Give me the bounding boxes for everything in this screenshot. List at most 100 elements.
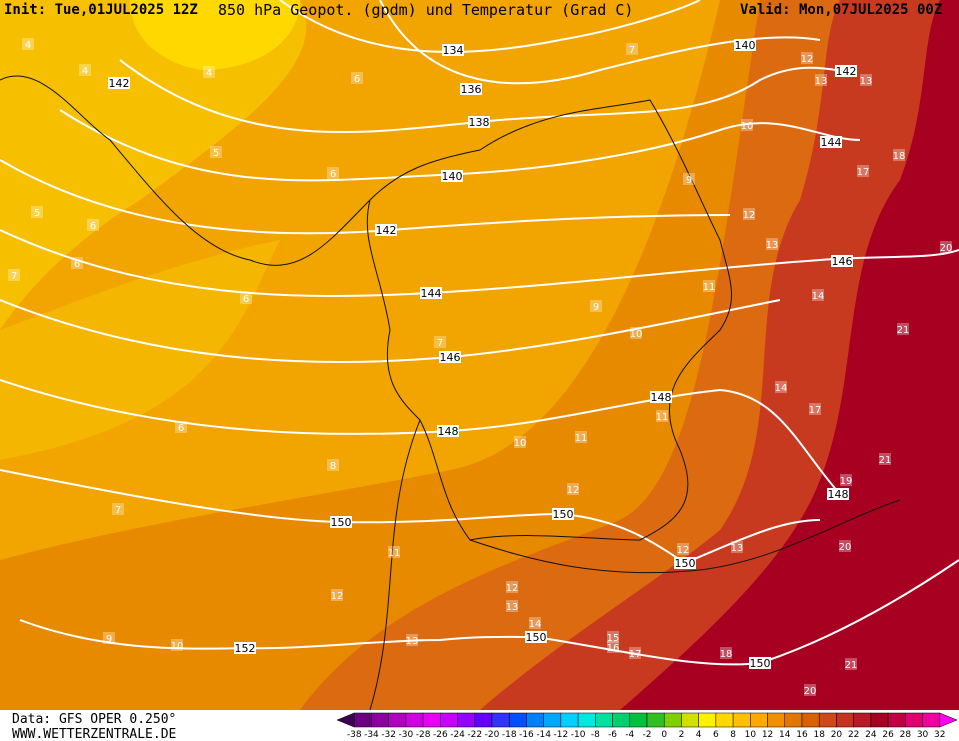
colorbar-swatch xyxy=(905,712,923,728)
temperature-label: 19 xyxy=(840,476,853,487)
colorbar-label: 24 xyxy=(865,730,877,740)
temperature-label: 13 xyxy=(815,76,828,87)
temperature-label-box xyxy=(940,241,952,253)
geopotential-label: 140 xyxy=(442,170,463,183)
temperature-label: 20 xyxy=(940,243,953,254)
colorbar-swatch xyxy=(560,712,579,728)
temperature-label: 15 xyxy=(607,633,620,644)
geopotential-label: 148 xyxy=(651,391,672,404)
colorbar-swatch xyxy=(457,712,476,728)
temperature-label: 10 xyxy=(171,641,184,652)
colorbar-swatch xyxy=(526,712,544,728)
data-source: Data: GFS OPER 0.250° xyxy=(12,712,176,727)
borders xyxy=(0,75,901,711)
colorbar-swatch xyxy=(474,712,493,728)
temperature-label-box xyxy=(71,257,83,269)
colorbar-label: 32 xyxy=(934,730,945,740)
temperature-label: 21 xyxy=(897,325,910,336)
temperature-label: 6 xyxy=(354,74,360,85)
colorbar-label: -28 xyxy=(416,730,431,740)
temperature-label-box xyxy=(8,269,20,281)
temperature-label: 21 xyxy=(879,455,892,466)
temperature-label-box xyxy=(331,589,343,601)
temperature-label-box xyxy=(893,149,905,161)
temperature-label: 17 xyxy=(629,649,642,660)
colorbar-label: 26 xyxy=(882,730,894,740)
geopotential-label-box xyxy=(442,44,464,56)
temperature-label: 17 xyxy=(857,167,870,178)
temperature-label-box xyxy=(801,52,813,64)
geopotential-label: 136 xyxy=(461,83,482,96)
geopotential-label-box xyxy=(734,39,756,51)
colorbar-swatch xyxy=(784,712,803,728)
colorbar-swatch xyxy=(629,712,648,728)
colorbar-swatch xyxy=(353,712,372,728)
temperature-label-box xyxy=(210,146,222,158)
colorbar-swatch xyxy=(767,712,786,728)
colorbar-label: 12 xyxy=(762,730,773,740)
geopotential-label: 140 xyxy=(735,39,756,52)
temperature-label: 11 xyxy=(656,412,669,423)
temperature-label-box xyxy=(860,74,872,86)
geopotential-label: 150 xyxy=(750,657,771,670)
geopotential-label-box xyxy=(674,557,696,569)
colorbar-swatch xyxy=(646,712,665,728)
temperature-label-box xyxy=(103,632,115,644)
temperature-label: 20 xyxy=(839,542,852,553)
colorbar-label: -12 xyxy=(554,730,569,740)
border-alps xyxy=(469,499,901,574)
colorbar-swatch xyxy=(732,712,751,728)
temperature-label-box xyxy=(683,173,695,185)
temperature-label-box xyxy=(112,503,124,515)
temperature-label-box xyxy=(677,543,689,555)
geopotential-label-box xyxy=(827,488,849,500)
geopotential-label: 134 xyxy=(443,44,464,57)
temperature-label: 11 xyxy=(703,282,716,293)
temperature-label-box xyxy=(31,206,43,218)
temperature-label-box xyxy=(575,431,587,443)
geopotential-label: 142 xyxy=(376,224,397,237)
temperature-label-box xyxy=(87,219,99,231)
colorbar-label: 2 xyxy=(679,730,685,740)
geopotential-label: 138 xyxy=(469,116,490,129)
colorbar-label: -18 xyxy=(502,730,517,740)
temperature-label: 16 xyxy=(607,643,620,654)
temperature-label: 8 xyxy=(330,461,336,472)
colorbar-swatch xyxy=(422,712,441,728)
temperature-label-box xyxy=(809,403,821,415)
temperature-label: 7 xyxy=(437,338,443,349)
colorbar-swatch xyxy=(440,712,458,728)
map-title: 850 hPa Geopot. (gpdm) und Temperatur (G… xyxy=(218,1,633,19)
coastline xyxy=(0,75,481,266)
colorbar-swatch xyxy=(595,712,613,728)
temperature-label: 12 xyxy=(506,583,519,594)
temperature-label-box xyxy=(815,74,827,86)
temperature-label-box xyxy=(703,280,715,292)
colorbar-swatch xyxy=(508,712,527,728)
temperature-label-box xyxy=(766,238,778,250)
colorbar-swatch xyxy=(612,712,631,728)
temperature-label-box xyxy=(845,658,857,670)
geopotential-label-box xyxy=(108,77,130,89)
temperature-label: 11 xyxy=(575,433,588,444)
geopotential-label-box xyxy=(650,391,672,403)
field-dark-red xyxy=(620,0,959,710)
colorbar-label: -20 xyxy=(485,730,500,740)
temperature-label: 12 xyxy=(331,591,344,602)
temperature-label-box xyxy=(743,208,755,220)
colorbar-swatch xyxy=(371,712,389,728)
geopotential-label-box xyxy=(375,224,397,236)
init-time: Init: Tue,01JUL2025 12Z xyxy=(4,2,198,18)
field-yellow xyxy=(130,0,300,70)
temperature-label-box xyxy=(175,421,187,433)
colorbar-label: -30 xyxy=(399,730,414,740)
geopotential-label-box xyxy=(820,136,842,148)
temperature-label-box xyxy=(567,483,579,495)
geopotential-label-box xyxy=(749,657,771,669)
temperature-label: 13 xyxy=(860,76,873,87)
colorbar-label: 14 xyxy=(779,730,791,740)
geopotential-label: 144 xyxy=(821,136,842,149)
colorbar-label: -22 xyxy=(467,730,482,740)
isohypse xyxy=(0,469,821,565)
colorbar-swatch xyxy=(887,712,906,728)
